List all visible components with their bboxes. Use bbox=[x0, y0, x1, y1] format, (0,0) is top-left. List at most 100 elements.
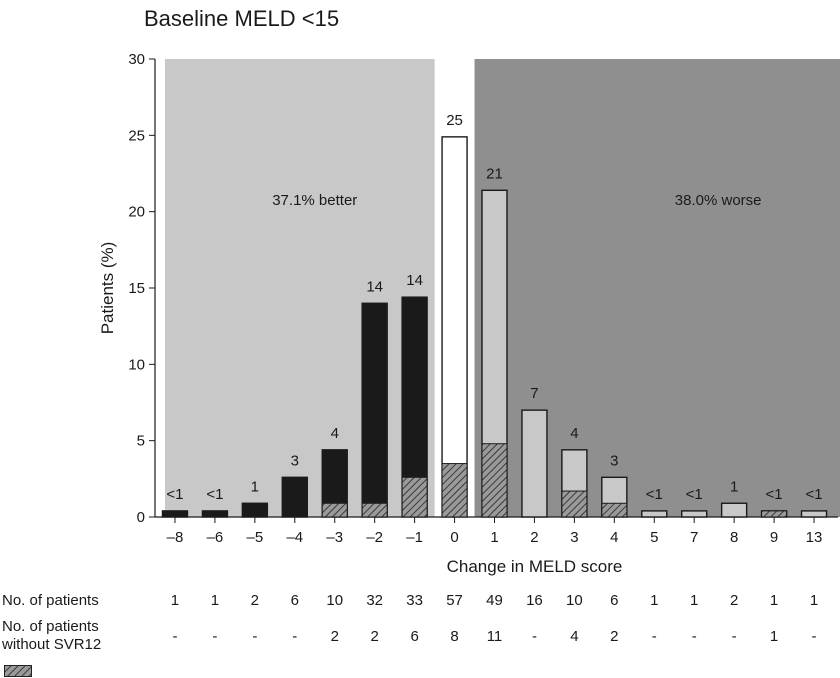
patients-count-cell: 1 bbox=[210, 592, 220, 609]
bar-value-label: 3 bbox=[291, 452, 299, 469]
bar bbox=[361, 302, 388, 518]
bar bbox=[281, 476, 308, 518]
patients-count-cell: 10 bbox=[326, 592, 344, 609]
bar-value-label: 7 bbox=[530, 385, 538, 402]
x-tick-label: 8 bbox=[730, 529, 738, 546]
worse-region-label: 38.0% worse bbox=[675, 192, 762, 209]
patients-count-cell: 10 bbox=[566, 592, 583, 609]
no-svr-count-cell: - bbox=[292, 628, 298, 645]
x-axis-title: Change in MELD score bbox=[447, 557, 623, 576]
x-tick-label: –3 bbox=[326, 529, 343, 546]
y-tick-label: 25 bbox=[128, 127, 145, 144]
x-tick-label: 9 bbox=[770, 529, 778, 546]
no-svr-count-cell: 6 bbox=[410, 628, 419, 645]
bar-value-label: 14 bbox=[366, 278, 383, 295]
bar bbox=[241, 502, 269, 518]
x-tick-label: –6 bbox=[207, 529, 224, 546]
y-tick-label: 20 bbox=[128, 204, 145, 221]
no-svr-count-cell: - bbox=[811, 628, 817, 645]
patients-count-cell: 1 bbox=[769, 592, 779, 609]
bar-no-svr12 bbox=[401, 476, 428, 518]
patients-count-cell: 2 bbox=[729, 592, 739, 609]
bar-no-svr12 bbox=[561, 490, 588, 518]
bar bbox=[681, 510, 708, 518]
bar-value-label: 3 bbox=[610, 452, 618, 469]
bar bbox=[201, 510, 229, 518]
x-tick-label: –4 bbox=[286, 529, 303, 546]
no-svr-count-cell: 2 bbox=[330, 628, 339, 645]
bar-value-label: 21 bbox=[486, 165, 503, 182]
no-svr-row-label-line2: without SVR12 bbox=[2, 636, 102, 653]
no-svr-count-cell: - bbox=[212, 628, 218, 645]
patients-count-cell: 32 bbox=[366, 592, 384, 609]
no-svr-count-cell: - bbox=[252, 628, 258, 645]
no-svr-count-cell: - bbox=[731, 628, 737, 645]
patients-count-cell: 33 bbox=[406, 592, 423, 609]
bar-no-svr12 bbox=[321, 502, 348, 518]
bar-no-svr12 bbox=[441, 463, 468, 518]
bar bbox=[641, 510, 668, 518]
bar-value-label: <1 bbox=[646, 486, 663, 503]
bar bbox=[800, 510, 828, 518]
hatched-swatch-icon bbox=[4, 665, 32, 677]
no-svr-count-cell: - bbox=[172, 628, 178, 645]
x-tick-label: –8 bbox=[167, 529, 184, 546]
x-tick-label: –2 bbox=[366, 529, 383, 546]
bar-value-label: 1 bbox=[251, 478, 259, 495]
patients-count-cell: 16 bbox=[526, 592, 543, 609]
x-tick-label: 13 bbox=[806, 529, 823, 546]
bar-value-label: <1 bbox=[686, 486, 703, 503]
x-tick-label: 2 bbox=[530, 529, 538, 546]
bar-value-label: 4 bbox=[331, 425, 339, 442]
x-tick-label: 5 bbox=[650, 529, 658, 546]
chart-title: Baseline MELD <15 bbox=[144, 6, 340, 31]
bar-value-label: <1 bbox=[766, 486, 783, 503]
bar-no-svr12 bbox=[361, 502, 388, 518]
bar-value-label: 1 bbox=[730, 478, 738, 495]
patients-count-cell: 6 bbox=[610, 592, 619, 609]
patients-count-cell: 6 bbox=[290, 592, 299, 609]
patients-count-cell: 1 bbox=[650, 592, 659, 609]
y-tick-label: 15 bbox=[128, 280, 145, 297]
better-region bbox=[165, 59, 435, 517]
bar-value-label: <1 bbox=[166, 486, 183, 503]
patients-count-cell: 2 bbox=[250, 592, 260, 609]
bar bbox=[161, 510, 189, 518]
better-region-label: 37.1% better bbox=[272, 192, 357, 209]
patients-row-label: No. of patients bbox=[2, 592, 99, 609]
y-axis-title: Patients (%) bbox=[98, 242, 117, 335]
bar-value-label: 14 bbox=[406, 272, 423, 289]
no-svr-count-cell: 11 bbox=[486, 628, 503, 645]
x-tick-label: –1 bbox=[406, 529, 423, 546]
no-svr-count-cell: 2 bbox=[370, 628, 379, 645]
bar-value-label: <1 bbox=[206, 486, 223, 503]
bar bbox=[441, 136, 468, 518]
no-svr-count-cell: - bbox=[651, 628, 657, 645]
bar-value-label: 25 bbox=[446, 112, 463, 129]
x-tick-label: 0 bbox=[450, 529, 458, 546]
bar-no-svr12 bbox=[481, 443, 508, 518]
y-tick-label: 5 bbox=[137, 433, 145, 450]
patients-count-cell: 1 bbox=[809, 592, 819, 609]
y-tick-label: 10 bbox=[128, 356, 145, 373]
no-svr-count-cell: 4 bbox=[570, 628, 579, 645]
bar bbox=[521, 409, 548, 518]
bar-no-svr12 bbox=[761, 510, 788, 518]
y-tick-label: 30 bbox=[128, 51, 145, 68]
no-svr-count-cell: - bbox=[531, 628, 537, 645]
bar bbox=[720, 502, 748, 518]
patients-count-cell: 1 bbox=[170, 592, 180, 609]
patients-count-cell: 49 bbox=[486, 592, 503, 609]
x-tick-label: 4 bbox=[610, 529, 618, 546]
x-tick-label: 3 bbox=[570, 529, 578, 546]
x-tick-label: 7 bbox=[690, 529, 698, 546]
x-tick-label: –5 bbox=[247, 529, 264, 546]
no-svr-count-cell: 1 bbox=[769, 628, 779, 645]
patients-count-cell: 57 bbox=[446, 592, 463, 609]
bar-value-label: 4 bbox=[570, 425, 578, 442]
x-tick-label: 1 bbox=[490, 529, 498, 546]
bar-value-label: <1 bbox=[805, 486, 822, 503]
patients-count-cell: 1 bbox=[690, 592, 699, 609]
no-svr-count-cell: - bbox=[691, 628, 697, 645]
